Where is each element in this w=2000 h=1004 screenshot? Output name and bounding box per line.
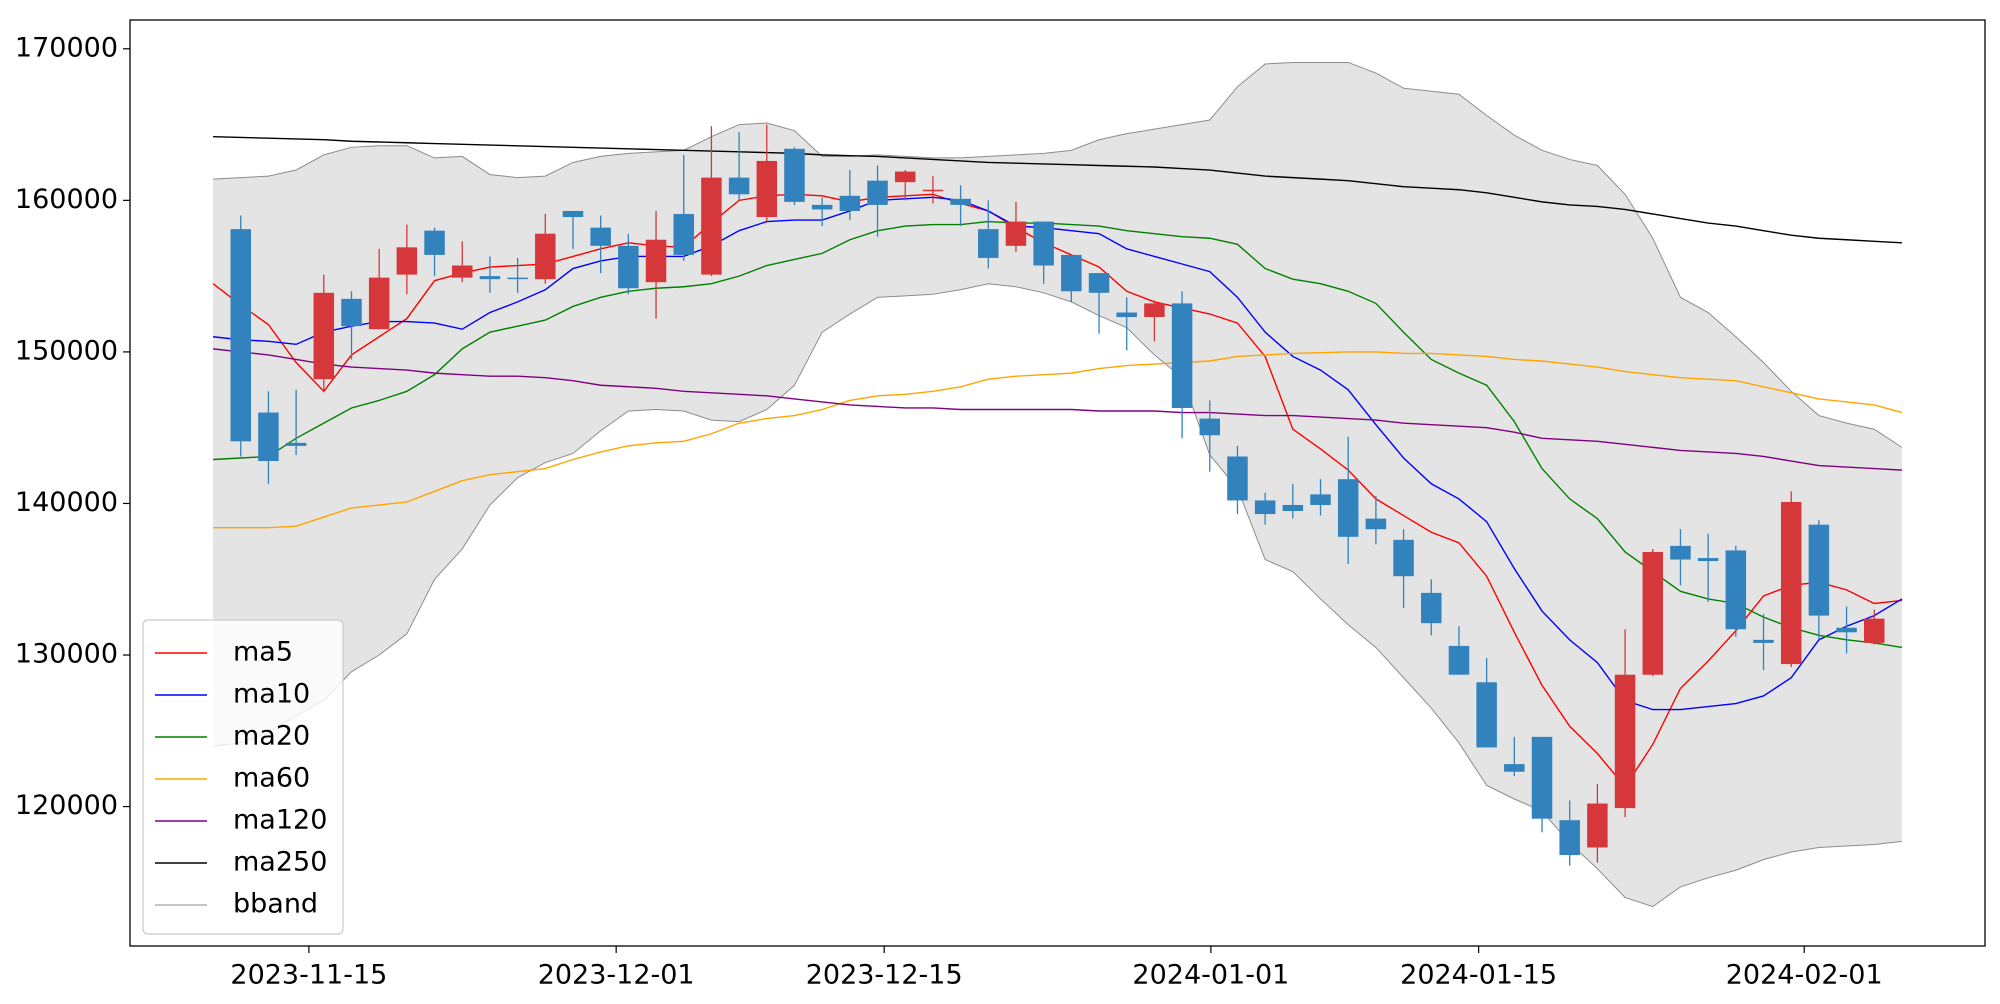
candle-body xyxy=(590,227,611,246)
ma-line xyxy=(213,351,1903,529)
candle-body xyxy=(1448,645,1470,675)
candle-body xyxy=(1559,820,1580,856)
legend-label: ma60 xyxy=(233,763,310,794)
candle-body xyxy=(1531,736,1553,819)
y-tick-label: 170000 xyxy=(15,32,118,63)
candle-body xyxy=(258,412,279,462)
candle-body xyxy=(479,276,501,280)
candle-body xyxy=(839,195,861,211)
y-tick-label: 150000 xyxy=(15,335,118,366)
x-tick-label: 2023-12-15 xyxy=(806,960,963,991)
candle-body xyxy=(1614,674,1636,809)
plot-area xyxy=(212,61,1903,908)
candle-body xyxy=(1254,500,1276,515)
candle-body xyxy=(1088,273,1110,293)
candle-body xyxy=(978,229,999,258)
candle-body xyxy=(1061,254,1082,292)
bband-area xyxy=(213,62,1902,907)
candle-body xyxy=(1725,550,1747,630)
candle-body xyxy=(1116,312,1137,318)
candle-body xyxy=(285,442,307,446)
candle-body xyxy=(701,177,722,275)
plot-frame xyxy=(129,19,1986,947)
y-tick-label: 160000 xyxy=(15,184,118,215)
candle-body xyxy=(1697,558,1719,562)
candle-body xyxy=(1005,221,1027,246)
candle-body xyxy=(1171,303,1193,408)
x-tick-label: 2023-11-15 xyxy=(230,960,387,991)
candle-body xyxy=(1504,764,1525,772)
candle-body xyxy=(1199,418,1221,436)
candle-body xyxy=(313,292,335,380)
candle-body xyxy=(756,160,778,218)
candle-body xyxy=(562,210,584,218)
candle-body xyxy=(1144,303,1165,318)
legend-label: bband xyxy=(233,889,318,920)
candle-body xyxy=(922,189,944,192)
ma-line xyxy=(213,220,1903,649)
legend-label: ma250 xyxy=(233,847,327,878)
y-tick-label: 140000 xyxy=(15,487,118,518)
x-tick-label: 2024-01-01 xyxy=(1132,960,1289,991)
candle-body xyxy=(230,229,251,442)
legend-box xyxy=(142,619,344,935)
candle-body xyxy=(1310,494,1331,505)
candle-body xyxy=(1282,504,1304,512)
candle-body xyxy=(618,245,639,289)
candle-body xyxy=(451,265,473,278)
candle-body xyxy=(1642,551,1664,675)
x-tick-label: 2024-02-01 xyxy=(1726,960,1883,991)
legend: ma5 ma10 ma20 ma60 ma120 ma250 bband xyxy=(142,619,344,935)
legend-label: ma10 xyxy=(233,679,310,710)
candle-body xyxy=(535,233,556,280)
bband-lower xyxy=(213,283,1902,908)
candle-body xyxy=(368,277,390,330)
candle-body xyxy=(867,180,888,205)
candle-body xyxy=(424,230,445,255)
candle-body xyxy=(1033,221,1054,266)
candle-body xyxy=(1587,803,1608,848)
candle-body xyxy=(811,204,833,210)
candle-body xyxy=(1864,618,1885,643)
legend-label: ma5 xyxy=(233,637,293,668)
candle-body xyxy=(1393,539,1414,577)
candle-body xyxy=(1337,479,1359,537)
candle-body xyxy=(1476,682,1497,748)
candle-body xyxy=(728,177,750,195)
candle-body xyxy=(1365,518,1387,530)
x-tick-label: 2024-01-15 xyxy=(1400,960,1557,991)
candle-body xyxy=(645,239,667,283)
candle-body xyxy=(1780,501,1802,665)
legend-label: ma120 xyxy=(233,805,327,836)
candle-body xyxy=(507,277,528,280)
candle-body xyxy=(396,247,418,275)
candle-body xyxy=(1808,524,1830,616)
candle-body xyxy=(950,198,971,205)
bband-upper xyxy=(213,61,1903,448)
ma-line xyxy=(212,348,1902,471)
candle-body xyxy=(1421,592,1442,624)
candle-body xyxy=(894,171,916,183)
candle-body xyxy=(1753,639,1774,643)
ma-line xyxy=(213,136,1902,244)
candle-body xyxy=(673,213,694,255)
candle-body xyxy=(1670,545,1691,560)
y-tick-label: 120000 xyxy=(15,790,118,821)
candle-body xyxy=(341,298,362,327)
candle-body xyxy=(784,148,805,202)
y-tick-label: 130000 xyxy=(15,639,118,670)
candle-body xyxy=(1227,456,1248,501)
candle-body xyxy=(1836,627,1857,633)
x-tick-label: 2023-12-01 xyxy=(538,960,695,991)
legend-label: ma20 xyxy=(233,721,310,752)
